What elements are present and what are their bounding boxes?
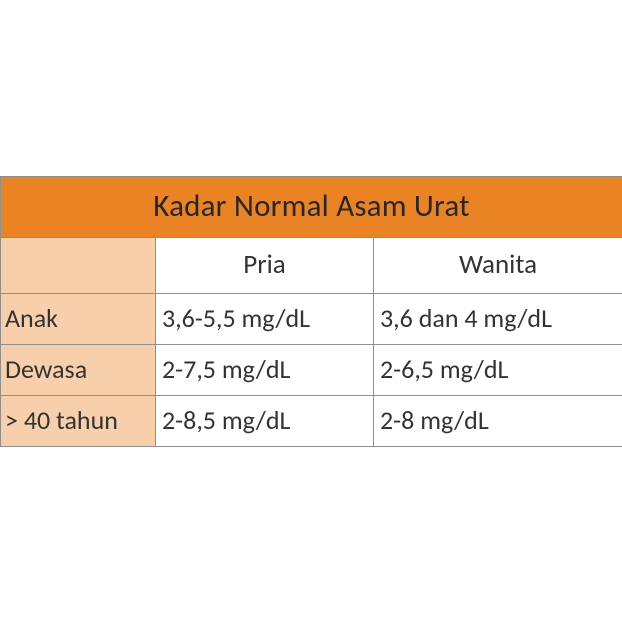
table-title: Kadar Normal Asam Urat (1, 176, 622, 237)
cell-40tahun-pria: 2-8,5 mg/dL (156, 395, 374, 446)
column-header-blank (1, 237, 156, 293)
column-header-pria: Pria (156, 237, 374, 293)
table-row: Anak 3,6-5,5 mg/dL 3,6 dan 4 mg/dL (1, 293, 622, 344)
cell-dewasa-wanita: 2-6,5 mg/dL (374, 344, 622, 395)
cell-anak-pria: 3,6-5,5 mg/dL (156, 293, 374, 344)
cell-40tahun-wanita: 2-8 mg/dL (374, 395, 622, 446)
row-label-anak: Anak (1, 293, 156, 344)
cell-dewasa-pria: 2-7,5 mg/dL (156, 344, 374, 395)
row-label-dewasa: Dewasa (1, 344, 156, 395)
cell-anak-wanita: 3,6 dan 4 mg/dL (374, 293, 622, 344)
table-container: Kadar Normal Asam Urat Pria Wanita Anak … (0, 176, 622, 447)
table-row: Dewasa 2-7,5 mg/dL 2-6,5 mg/dL (1, 344, 622, 395)
uric-acid-table: Kadar Normal Asam Urat Pria Wanita Anak … (0, 176, 622, 447)
column-header-wanita: Wanita (374, 237, 622, 293)
row-label-40tahun: > 40 tahun (1, 395, 156, 446)
table-row: > 40 tahun 2-8,5 mg/dL 2-8 mg/dL (1, 395, 622, 446)
